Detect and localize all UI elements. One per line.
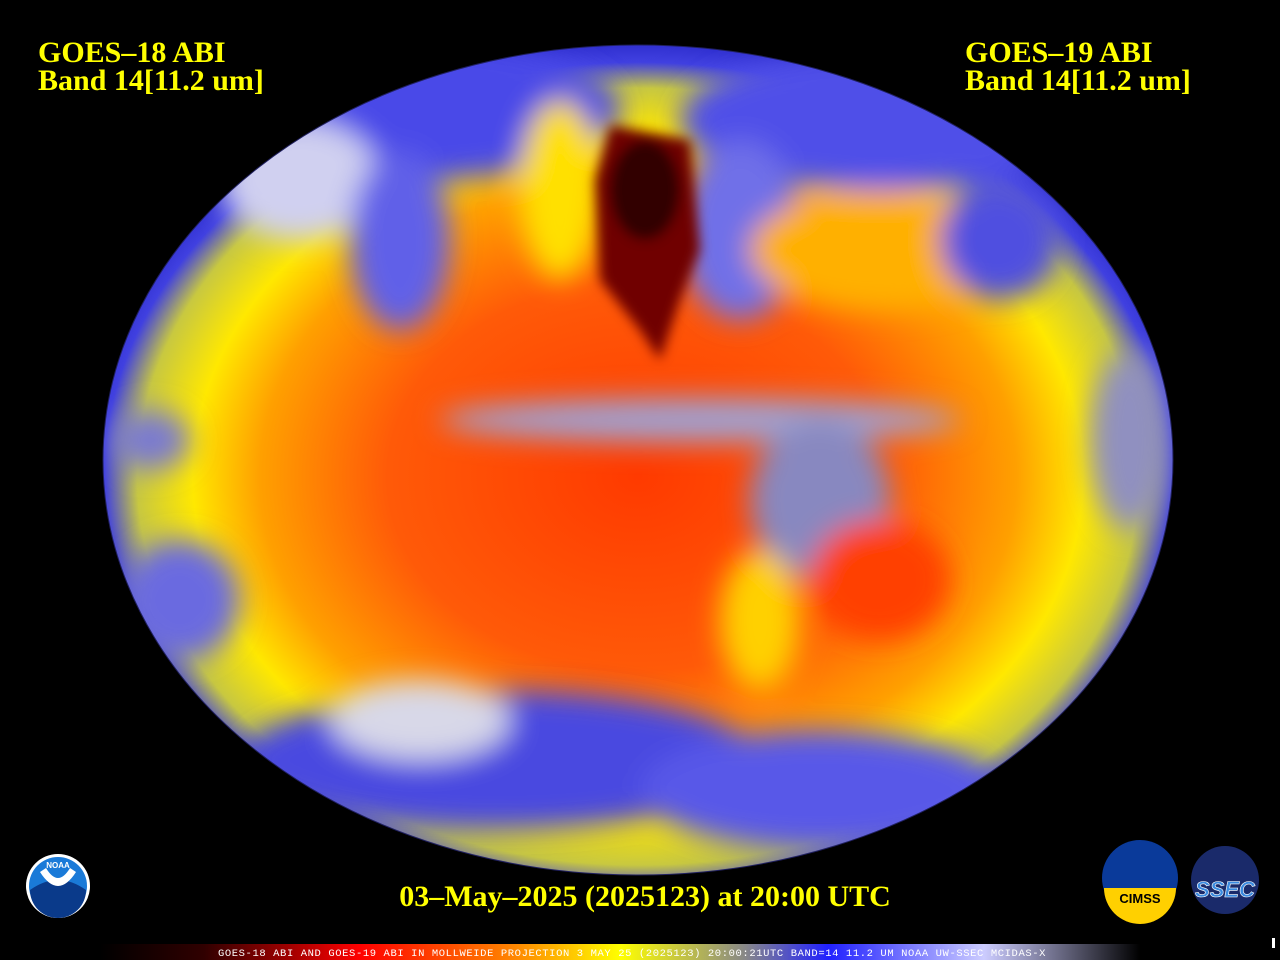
noaa-logo: NOAA	[26, 854, 90, 918]
globe-edge	[102, 44, 1174, 876]
noaa-wave	[30, 880, 86, 918]
right-satellite: GOES–19 ABI	[965, 36, 1153, 69]
right-band: Band 14[11.2 um]	[965, 64, 1191, 97]
ssec-logo: SSEC	[1191, 846, 1259, 914]
cimss-logo: CIMSS	[1102, 840, 1178, 924]
noaa-text: NOAA	[46, 861, 70, 870]
globe-image	[103, 45, 1173, 875]
corner-mark	[1272, 938, 1275, 948]
cimss-text: CIMSS	[1119, 891, 1161, 906]
left-satellite: GOES–18 ABI	[38, 36, 226, 69]
ssec-text: SSEC	[1195, 877, 1256, 902]
noaa-bird	[40, 868, 76, 886]
ssec-disc	[1191, 846, 1259, 914]
left-band: Band 14[11.2 um]	[38, 64, 264, 97]
cimss-plate	[1108, 890, 1172, 906]
land-hot	[595, 125, 700, 360]
caption: GOES-18 ABI AND GOES-19 ABI IN MOLLWEIDE…	[218, 948, 1046, 960]
date-line: 03–May–2025 (2025123) at 20:00 UTC	[399, 880, 891, 913]
color-bar	[100, 944, 1140, 960]
